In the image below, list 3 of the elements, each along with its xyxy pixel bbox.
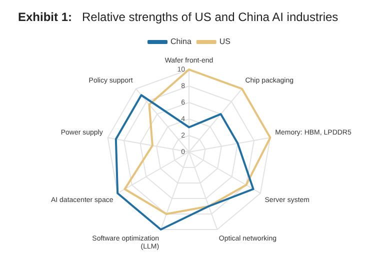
- legend-label: US: [219, 37, 231, 46]
- legend-label: China: [170, 37, 192, 46]
- chart-title: Exhibit 1: Relative strengths of US and China AI industries: [18, 10, 338, 24]
